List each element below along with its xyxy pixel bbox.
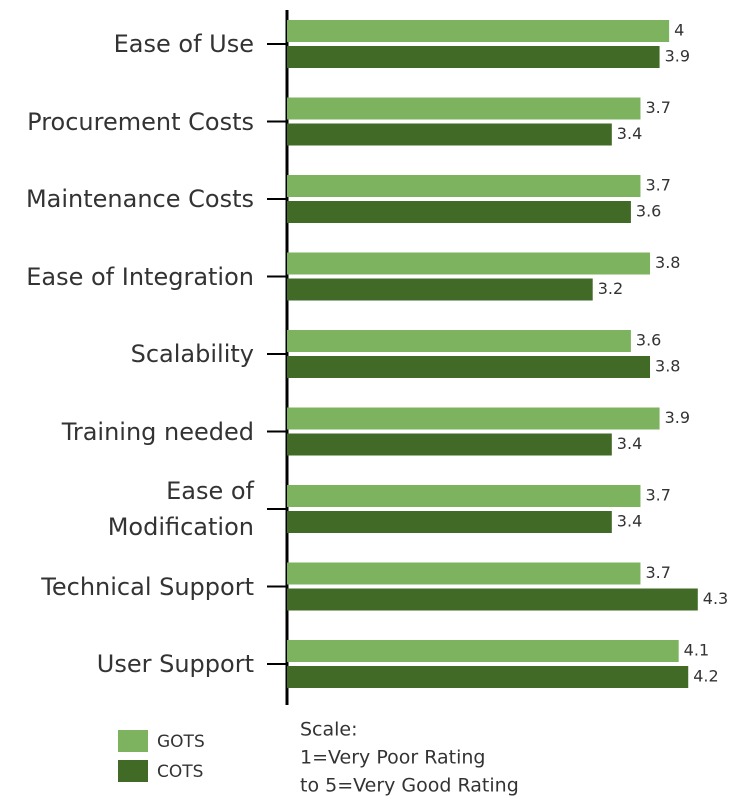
category-label: Scalability <box>130 340 254 368</box>
value-label: 3.4 <box>617 434 642 453</box>
bar <box>287 97 641 120</box>
value-label: 3.6 <box>636 331 661 350</box>
legend-swatch <box>118 730 148 752</box>
category-label: User Support <box>96 650 254 678</box>
value-label: 3.7 <box>645 563 670 582</box>
value-label: 3.4 <box>617 512 642 531</box>
value-label: 3.7 <box>645 176 670 195</box>
bar <box>287 407 660 430</box>
value-label: 3.9 <box>665 408 690 427</box>
category-label: Ease of Integration <box>26 262 254 291</box>
scale-note: 1=Very Poor Rating <box>300 747 485 769</box>
legend-label: COTS <box>157 762 203 782</box>
value-label: 4.2 <box>693 667 718 686</box>
value-label: 3.8 <box>655 357 680 376</box>
bar <box>287 356 651 378</box>
bar <box>287 252 651 275</box>
bar <box>287 485 641 507</box>
value-label: 4.1 <box>684 641 709 660</box>
bar <box>287 46 660 68</box>
legend-swatch <box>118 760 148 782</box>
scale-note: to 5=Very Good Rating <box>300 775 519 797</box>
value-label: 3.9 <box>665 47 690 66</box>
value-label: 3.7 <box>645 486 670 505</box>
bar <box>287 201 631 223</box>
bar <box>287 20 670 42</box>
legend-label: GOTS <box>157 732 205 752</box>
value-label: 3.8 <box>655 253 680 272</box>
value-label: 3.2 <box>598 279 623 298</box>
category-label: Procurement Costs <box>27 107 254 136</box>
category-label: Maintenance Costs <box>25 185 254 213</box>
value-label: 3.6 <box>636 202 661 221</box>
bar <box>287 588 698 611</box>
category-label: Ease of Use <box>113 30 254 58</box>
bar <box>287 666 689 688</box>
bar <box>287 278 593 301</box>
bar <box>287 330 631 352</box>
value-label: 4.3 <box>703 589 728 608</box>
category-label: Ease of Modification <box>107 477 254 541</box>
bar <box>287 175 641 197</box>
category-label: Technical Support <box>41 572 254 601</box>
bar <box>287 562 641 585</box>
value-label: 3.7 <box>645 98 670 117</box>
bar <box>287 511 612 533</box>
bar <box>287 123 612 146</box>
category-label: Training needed <box>61 417 254 446</box>
value-label: 3.4 <box>617 124 642 143</box>
bar <box>287 640 679 662</box>
scale-note: Scale: <box>300 719 358 741</box>
value-label: 4 <box>674 21 684 40</box>
bar <box>287 433 612 456</box>
